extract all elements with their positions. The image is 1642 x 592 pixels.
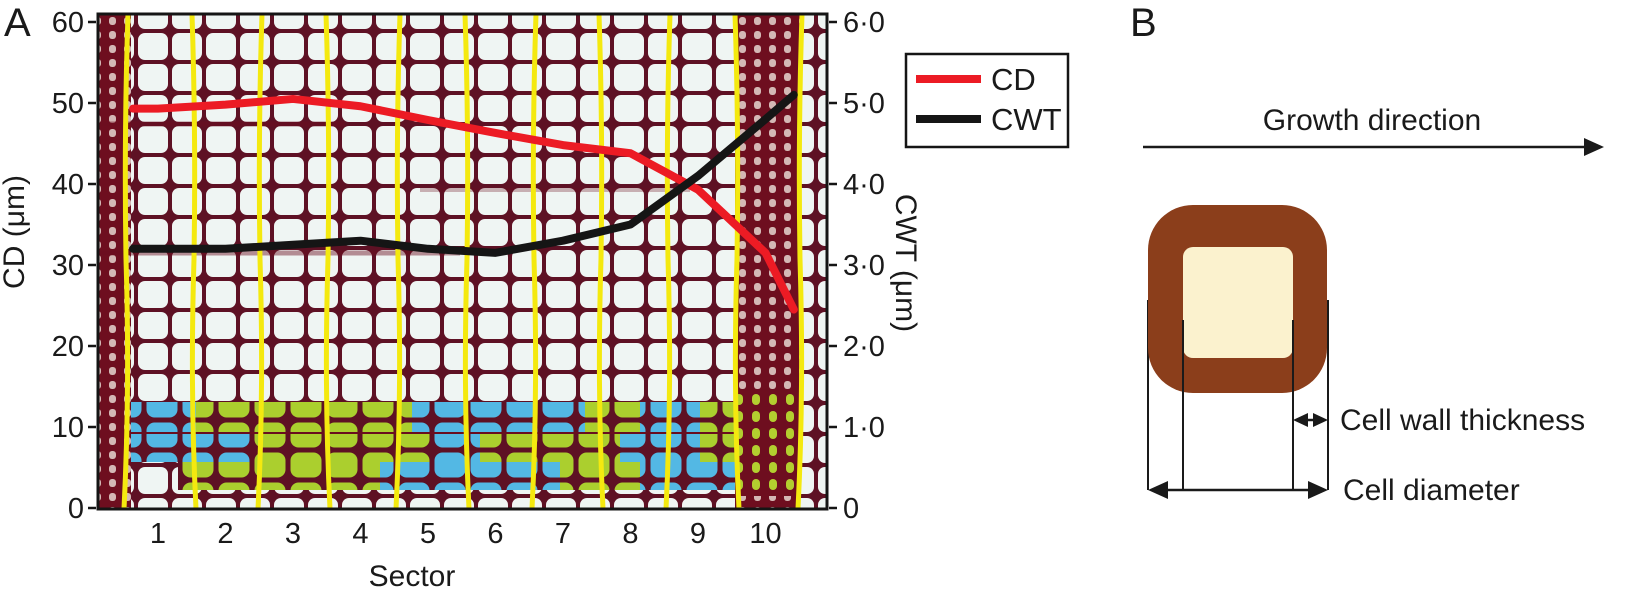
y-right-tick-label: 5·0 bbox=[843, 88, 885, 120]
x-tick-label: 5 bbox=[420, 518, 436, 550]
arrowhead-right-icon bbox=[1308, 481, 1328, 499]
x-tick-label: 1 bbox=[150, 518, 166, 550]
y-right-tick-label: 1·0 bbox=[843, 412, 885, 444]
x-tick-label: 8 bbox=[622, 518, 638, 550]
highlighted-cells-blue bbox=[131, 434, 250, 462]
plot-frame bbox=[96, 12, 829, 511]
sector-divider-line bbox=[393, 14, 403, 509]
highlighted-cells-green bbox=[700, 402, 735, 432]
arrowhead-left-icon bbox=[1148, 481, 1168, 499]
legend: CD CWT bbox=[904, 52, 1070, 149]
y-left-tick-label: 30 bbox=[52, 250, 84, 282]
y-right-tick-label: 4·0 bbox=[843, 169, 885, 201]
sector-divider-line bbox=[596, 14, 606, 509]
y-left-tick-label: 50 bbox=[52, 88, 84, 120]
x-tick-label: 3 bbox=[285, 518, 301, 550]
y-right-tick-label: 6·0 bbox=[843, 7, 885, 39]
y-left-tick-label: 10 bbox=[52, 412, 84, 444]
sector-divider-line bbox=[663, 14, 673, 509]
legend-label-cwt: CWT bbox=[991, 102, 1062, 137]
sector-divider-line bbox=[462, 14, 472, 509]
y-left-tick-label: 0 bbox=[68, 493, 84, 525]
cell-wall-thickness-dimension bbox=[1293, 413, 1328, 427]
sector-divider-line bbox=[795, 14, 805, 509]
growth-direction-label: Growth direction bbox=[1263, 104, 1481, 137]
x-tick-label: 2 bbox=[217, 518, 233, 550]
arrowhead-right-icon bbox=[1584, 138, 1604, 156]
y-left-tick-label: 60 bbox=[52, 7, 84, 39]
y-right-tick-label: 3·0 bbox=[843, 250, 885, 282]
highlighted-cells-green bbox=[250, 434, 430, 462]
highlighted-cells-blue bbox=[412, 402, 585, 432]
highlighted-cells-latewood-green bbox=[737, 390, 800, 496]
x-tick-label: 6 bbox=[487, 518, 503, 550]
series-line-cwt bbox=[129, 90, 798, 257]
arrowhead-right-icon bbox=[1313, 413, 1328, 427]
arrowhead-left-icon bbox=[1293, 413, 1308, 427]
highlighted-cells-green bbox=[196, 402, 412, 432]
sector-divider-line bbox=[189, 14, 199, 509]
legend-label-cd: CD bbox=[991, 62, 1036, 97]
x-tick-label: 9 bbox=[690, 518, 706, 550]
sector-divider-line bbox=[529, 14, 539, 509]
sector-divider-line bbox=[323, 14, 333, 509]
x-tick-label: 4 bbox=[352, 518, 368, 550]
micrograph bbox=[98, 14, 827, 509]
sector-divider-line bbox=[732, 14, 742, 509]
highlighted-cells-blue bbox=[640, 462, 735, 490]
highlighted-cells-green bbox=[480, 434, 620, 462]
sector-divider-line bbox=[121, 14, 131, 509]
y-left-axis-title: CD (μm) bbox=[0, 175, 31, 289]
panel-b-letter: B bbox=[1130, 1, 1157, 45]
cell-diameter-dimension bbox=[1148, 481, 1328, 499]
legend-box bbox=[904, 52, 1070, 149]
cell-schematic bbox=[1147, 205, 1329, 490]
series-line-cd bbox=[129, 94, 798, 314]
y-right-tick-label: 0 bbox=[843, 493, 859, 525]
cell-wall-thickness-label: Cell wall thickness bbox=[1340, 404, 1585, 437]
y-right-axis-title: CWT (μm) bbox=[889, 194, 922, 332]
highlighted-cells-green bbox=[178, 462, 380, 490]
y-right-tick-label: 2·0 bbox=[843, 331, 885, 363]
x-axis-title: Sector bbox=[369, 560, 456, 592]
y-left-tick-label: 20 bbox=[52, 331, 84, 363]
x-tick-label: 7 bbox=[555, 518, 571, 550]
highlighted-cells-blue bbox=[131, 402, 196, 432]
highlighted-cells-blue bbox=[430, 434, 480, 462]
growth-direction-arrow bbox=[1143, 138, 1604, 156]
highlighted-cells-green bbox=[585, 402, 640, 432]
panel-a-letter: A bbox=[4, 1, 31, 45]
sector-divider-line bbox=[255, 14, 265, 509]
highlighted-cells-green bbox=[700, 434, 735, 462]
x-tick-label: 10 bbox=[749, 518, 781, 550]
y-left-tick-label: 40 bbox=[52, 169, 84, 201]
cell-diameter-label: Cell diameter bbox=[1343, 474, 1520, 507]
cell-lumen-shape bbox=[1183, 247, 1293, 358]
highlighted-cells-blue bbox=[620, 434, 700, 462]
